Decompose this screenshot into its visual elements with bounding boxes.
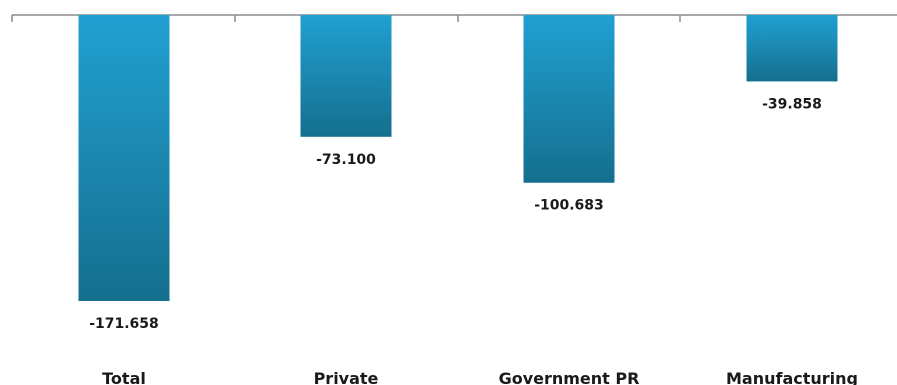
bar-government-pr <box>523 15 615 183</box>
bar-manufacturing <box>746 15 838 82</box>
data-label: -171.658 <box>89 316 159 332</box>
data-label: -100.683 <box>534 198 604 214</box>
category-label: Manufacturing <box>726 369 858 385</box>
category-label: Total <box>102 369 146 385</box>
data-label: -73.100 <box>316 152 376 168</box>
bar-total <box>78 15 170 301</box>
category-label: Private <box>314 369 379 385</box>
data-label: -39.858 <box>762 96 822 112</box>
category-label: Government PR <box>499 369 640 385</box>
bar-private <box>300 15 392 137</box>
